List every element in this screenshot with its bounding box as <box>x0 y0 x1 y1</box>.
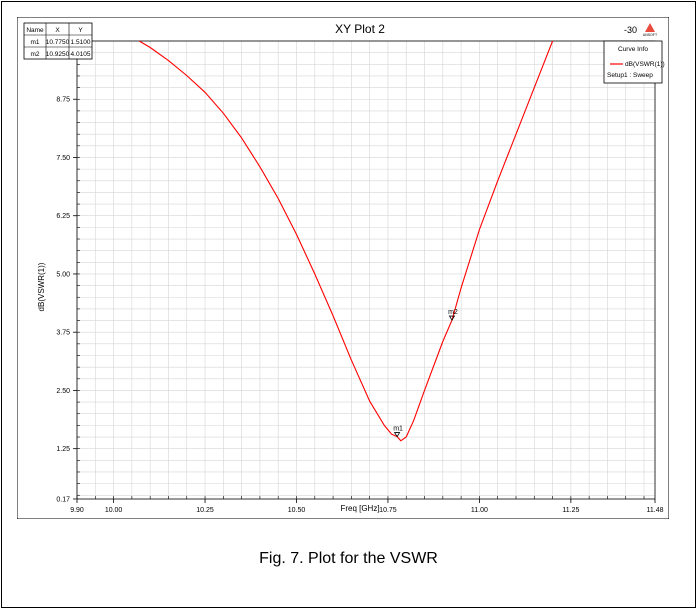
y-axis-label: dB(VSWR(1)) <box>37 262 46 311</box>
figure-caption: Fig. 7. Plot for the VSWR <box>259 550 438 567</box>
y-tick-label: 7.50 <box>56 155 70 162</box>
legend-setup-label: Setup1 : Sweep <box>607 72 653 79</box>
y-tick-label: 0.17 <box>56 497 70 504</box>
plot-area: 9.90 10.00 10.25 10.50 10.75 11.00 11.25 11.48 0… <box>56 40 664 514</box>
marker-label: m1 <box>393 426 403 433</box>
x-tick-label: 10.25 <box>196 507 214 514</box>
legend-series-label: dB(VSWR(1)) <box>625 61 665 68</box>
marker-table-cell: 10.9250 <box>46 51 70 58</box>
marker-table-cell: 10.7750 <box>46 39 70 46</box>
series-line <box>138 41 554 442</box>
marker-label: m2 <box>448 309 458 316</box>
marker-table-box <box>23 22 93 60</box>
marker-table-header: Name <box>26 27 44 34</box>
ansoft-logo: ANSOFT <box>643 23 658 37</box>
marker-table-cell: 1.5100 <box>71 39 91 46</box>
y-tick-label: 8.75 <box>56 97 70 104</box>
marker-table-cell: m1 <box>30 39 39 46</box>
x-tick-label: 11.48 <box>647 507 664 514</box>
chart-svg: XY Plot 2 -30 ANSOFT 9.90 10.00 10.25 10.50… <box>17 17 669 519</box>
x-tick-label: 10.00 <box>105 507 123 514</box>
x-tick-label: 11.25 <box>562 507 579 514</box>
x-tick-label: 10.75 <box>379 507 397 514</box>
y-tick-label: 2.50 <box>56 388 70 395</box>
logo-triangle-icon <box>645 23 655 32</box>
legend-box <box>603 40 663 84</box>
legend-title: Curve Info <box>618 46 648 53</box>
chart-title: XY Plot 2 <box>335 22 385 36</box>
logo-text: ANSOFT <box>643 33 658 37</box>
y-tick-label: 5.00 <box>56 271 70 278</box>
marker-table-header: Y <box>78 27 83 34</box>
header-right-label: -30 <box>624 25 637 35</box>
plot-frame <box>76 40 656 500</box>
marker-point <box>448 315 456 321</box>
marker-table-cell: m2 <box>30 51 39 58</box>
vswr-chart: XY Plot 2 -30 ANSOFT 9.90 10.00 10.25 10.50… <box>17 17 669 519</box>
x-axis-label: Freq [GHz] <box>340 504 379 513</box>
chart-border <box>17 17 669 519</box>
x-tick-label: 11.00 <box>471 507 488 514</box>
x-tick-label: 10.50 <box>288 507 306 514</box>
y-tick-label: 1.25 <box>56 446 70 453</box>
marker-table-header: X <box>55 27 60 34</box>
x-tick-label: 9.90 <box>70 507 84 514</box>
y-tick-label: 3.75 <box>56 330 70 337</box>
y-tick-label: 6.25 <box>56 213 70 220</box>
marker-table: Name X Y m1 10.7750 1.5100 m2 10.9250 4.… <box>23 22 93 60</box>
legend: Curve Info dB(VSWR(1)) Setup1 : Sweep <box>603 40 665 84</box>
marker-point <box>393 432 401 438</box>
marker-table-cell: 4.0105 <box>71 51 91 58</box>
